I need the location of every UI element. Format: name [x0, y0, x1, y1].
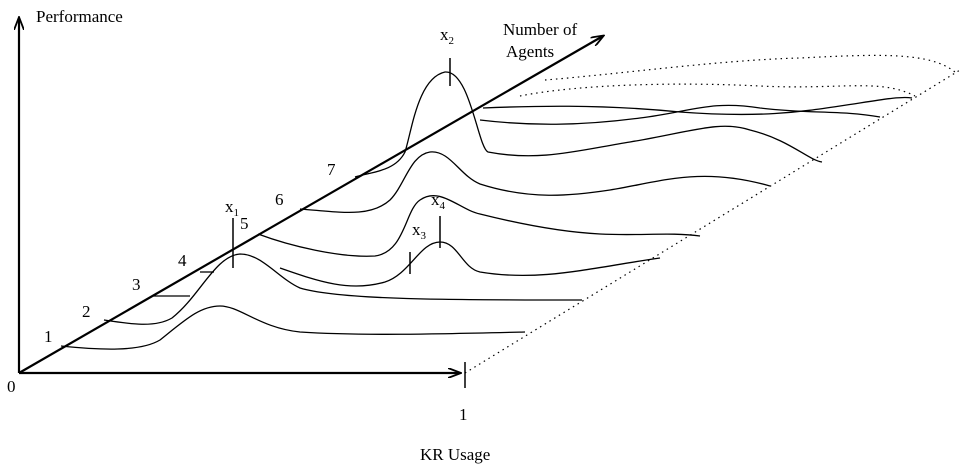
x2-label: x2	[440, 25, 454, 47]
agents-axis	[18, 36, 603, 374]
agents-label-line2: Agents	[506, 42, 554, 61]
agent-tick-2: 2	[82, 302, 91, 321]
curve-agents-6	[257, 195, 701, 257]
curve-agents-8	[479, 104, 881, 125]
agent-tick-3: 3	[132, 275, 141, 294]
agent-tick-5: 5	[240, 214, 249, 233]
performance-curves	[60, 54, 956, 350]
x3-sub: 3	[421, 230, 427, 242]
curve-agents-10-dotted	[519, 83, 916, 97]
x1-sub: 1	[234, 207, 240, 219]
curve-agents-11-dotted	[544, 54, 956, 81]
x1-label: x1	[225, 197, 239, 219]
kr-usage-label: KR Usage	[420, 445, 490, 464]
agent-tick-4: 4	[178, 251, 187, 270]
agents-label-line1: Number of	[503, 20, 577, 39]
curve-agents-2	[103, 253, 583, 325]
performance-label: Performance	[36, 7, 123, 26]
x4-base: x	[431, 190, 440, 209]
origin-label: 0	[7, 377, 16, 396]
x4-label: x4	[431, 190, 446, 212]
x2-base: x	[440, 25, 449, 44]
x2-sub: 2	[449, 35, 455, 47]
x4-sub: 4	[440, 200, 446, 212]
agent-tick-6: 6	[275, 190, 284, 209]
agent-tick-7: 7	[327, 160, 336, 179]
x3-base: x	[412, 220, 421, 239]
curve-agents-6b	[299, 151, 771, 214]
curve-agents-9	[482, 96, 913, 116]
x3-label: x3	[412, 220, 427, 242]
x1-base: x	[225, 197, 234, 216]
curve-agents-7	[354, 71, 823, 178]
curve-agents-5	[279, 241, 661, 287]
kr-one-boundary	[464, 69, 961, 374]
kr-one-label: 1	[459, 405, 468, 424]
agent-tick-1: 1	[44, 327, 53, 346]
curve-agents-1	[60, 305, 526, 350]
